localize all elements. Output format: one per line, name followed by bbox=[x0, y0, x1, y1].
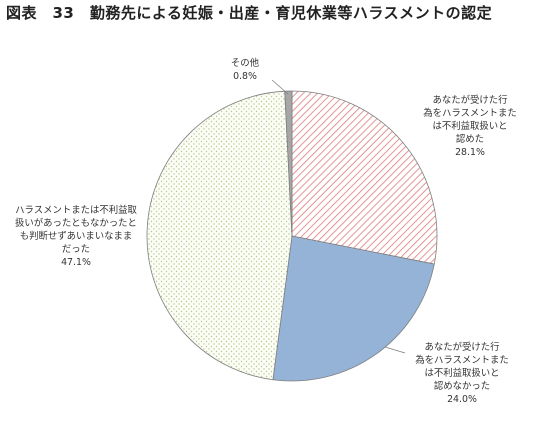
slice-label-line: 認めた bbox=[456, 133, 484, 145]
pie-slice-not-recognized bbox=[272, 235, 435, 382]
slice-label-line: は不利益取扱いと bbox=[424, 367, 499, 379]
slice-label-recognized: あなたが受けた行為をハラスメントまたは不利益取扱いと認めた 28.1% bbox=[423, 94, 517, 158]
slice-label-line: 為をハラスメントまた bbox=[415, 354, 509, 366]
slice-value-label: 24.0% bbox=[447, 394, 477, 405]
slice-label-line: 認めなかった bbox=[434, 380, 490, 392]
slice-value-label: 0.8% bbox=[233, 71, 257, 82]
slice-label-ambiguous: ハラスメントまたは不利益取扱いがあったともなかったとも判断せずあいまいなままだっ… bbox=[15, 204, 137, 268]
leader-line-not-recognized bbox=[384, 346, 406, 354]
slice-label-other: その他 0.8% bbox=[231, 57, 260, 82]
slice-label-not-recognized: あなたが受けた行為をハラスメントまたは不利益取扱いと認めなかった 24.0% bbox=[415, 341, 509, 405]
leader-line-other bbox=[271, 79, 289, 95]
slice-value-label: 28.1% bbox=[455, 147, 485, 158]
pie-slice-ambiguous bbox=[146, 90, 293, 381]
pie-slice-recognized bbox=[291, 90, 438, 265]
slice-label-line: あなたが受けた行 bbox=[432, 94, 507, 106]
slice-label-line: 為をハラスメントまた bbox=[423, 107, 517, 119]
slice-label-line: は不利益取扱いと bbox=[432, 120, 507, 132]
slice-label-line: あなたが受けた行 bbox=[424, 341, 499, 353]
slice-label-line: も判断せずあいまいなまま bbox=[20, 230, 133, 242]
chart-title: 図表 33 勤務先による妊娠・出産・育児休業等ハラスメントの認定 bbox=[6, 4, 493, 22]
slice-label-line: その他 bbox=[231, 57, 260, 69]
slice-label-line: だった bbox=[62, 244, 90, 255]
slice-label-line: 扱いがあったともなかったと bbox=[15, 217, 137, 229]
slice-label-line: ハラスメントまたは不利益取 bbox=[15, 204, 137, 216]
slice-value-label: 47.1% bbox=[61, 257, 91, 268]
